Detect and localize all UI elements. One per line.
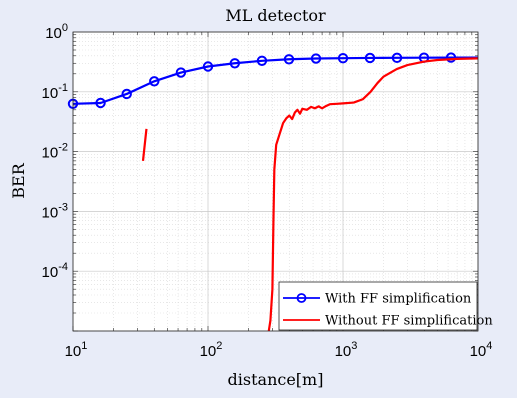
x-tick-label-base: 10 — [200, 343, 217, 360]
x-tick-label-base: 10 — [470, 343, 487, 360]
y-tick-label-exponent: -1 — [58, 82, 68, 94]
y-tick-label-exponent: -2 — [58, 142, 68, 154]
series-line-without-ff — [141, 128, 148, 161]
y-tick-label-exponent: -3 — [58, 201, 68, 213]
data-point-with-ff — [364, 52, 376, 64]
x-tick-label: 103 — [335, 340, 358, 360]
series-layer — [67, 52, 479, 332]
legend-box — [278, 281, 478, 331]
y-tick-label-base: 10 — [42, 85, 59, 102]
legend-marker-with-ff — [296, 293, 307, 303]
data-point-with-ff — [445, 52, 457, 63]
x-tick-label-base: 10 — [335, 343, 352, 360]
legend-label-with-ff: With FF simplification — [325, 292, 472, 307]
y-tick-label: 10-4 — [42, 261, 68, 281]
x-tick-label-exponent: 3 — [351, 340, 357, 352]
y-tick-label: 10-3 — [42, 201, 68, 221]
minor-grid — [73, 32, 478, 331]
y-tick-label-exponent: 0 — [62, 22, 68, 34]
x-axis-label: distance[m] — [228, 370, 324, 389]
x-tick-label-exponent: 2 — [216, 340, 222, 352]
y-tick-label-base: 10 — [42, 145, 59, 162]
data-point-with-ff — [337, 52, 349, 64]
chart-title: ML detector — [225, 6, 326, 25]
legend: With FF simplification Without FF simpli… — [278, 281, 493, 331]
x-tick-label-exponent: 1 — [81, 340, 87, 352]
y-tick-label: 100 — [45, 22, 68, 42]
plot-frame — [72, 31, 479, 332]
data-point-with-ff — [229, 58, 241, 69]
data-point-with-ff — [121, 88, 132, 100]
data-point-with-ff — [202, 61, 214, 72]
x-tick-label-base: 10 — [65, 343, 82, 360]
data-point-with-ff — [391, 52, 403, 64]
x-tick-label: 104 — [470, 340, 493, 360]
y-tick-label-base: 10 — [42, 204, 59, 221]
plot-area — [73, 32, 478, 331]
data-point-with-ff — [310, 53, 322, 64]
y-tick-label-base: 10 — [45, 25, 62, 42]
y-tick-label-exponent: -4 — [58, 261, 68, 273]
data-point-with-ff — [149, 76, 160, 87]
x-tick-label: 101 — [65, 340, 88, 360]
y-tick-label: 10-1 — [42, 82, 68, 102]
x-tick-label-exponent: 4 — [486, 340, 492, 352]
y-axis-label: BER — [9, 162, 28, 198]
series-line-with-ff — [72, 56, 479, 105]
legend-label-without-ff: Without FF simplification — [325, 314, 493, 329]
data-point-with-ff — [283, 54, 295, 65]
y-tick-label-base: 10 — [42, 264, 59, 281]
data-point-with-ff — [256, 55, 268, 66]
data-point-with-ff — [95, 97, 106, 109]
x-tick-label: 102 — [200, 340, 223, 360]
series-line-without-ff — [267, 57, 479, 332]
y-tick-label: 10-2 — [42, 142, 68, 162]
data-point-with-ff — [175, 67, 187, 78]
